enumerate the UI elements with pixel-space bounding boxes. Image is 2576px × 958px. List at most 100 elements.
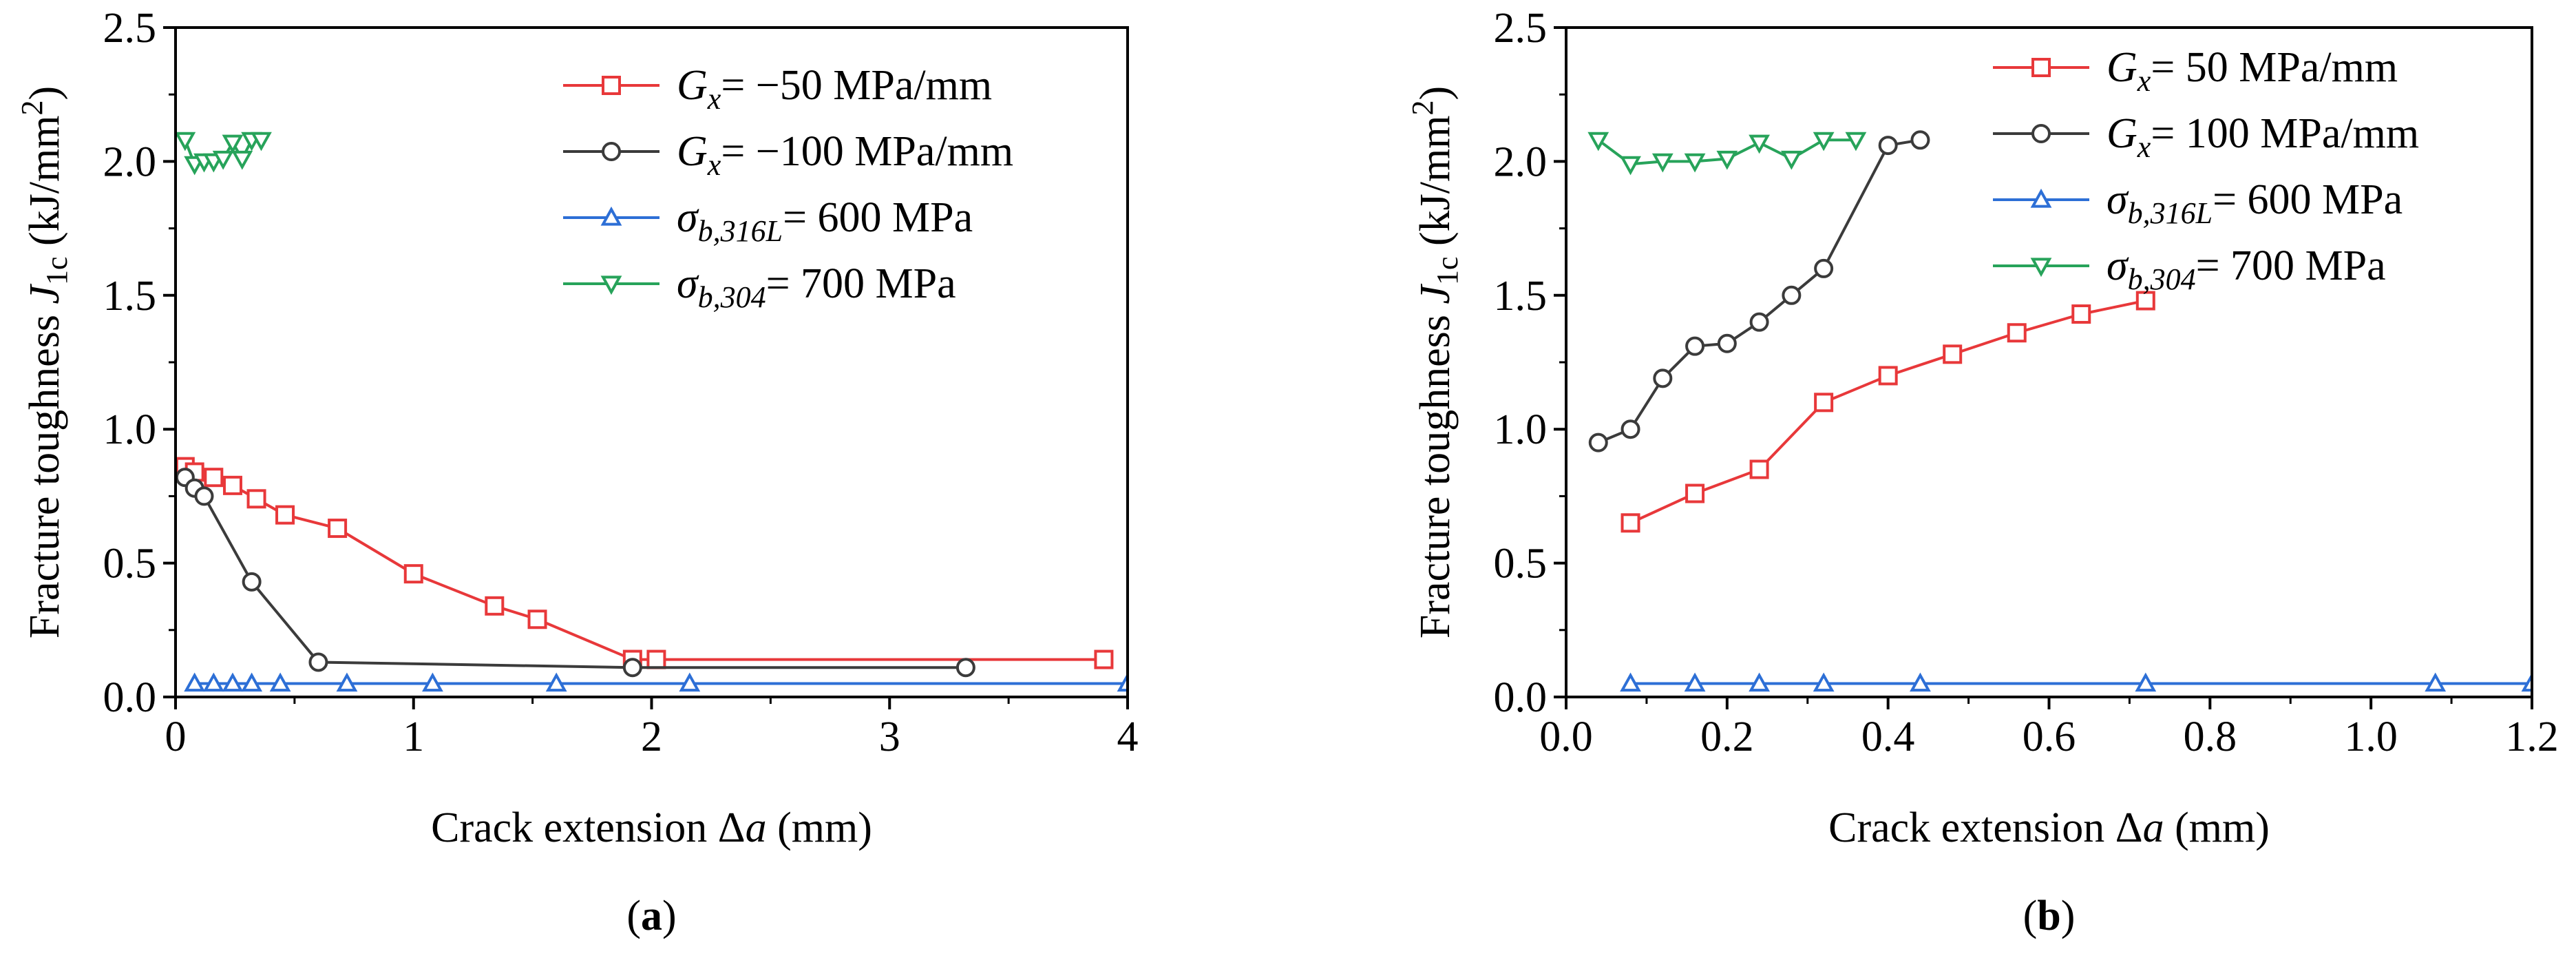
x-tick-label: 4 (1117, 714, 1139, 760)
x-tick-label: 0.4 (1861, 714, 1915, 760)
data-point (1620, 672, 1641, 692)
data-point (176, 132, 196, 152)
data-point (1587, 132, 1609, 152)
data-point (222, 672, 244, 692)
data-point (1749, 134, 1770, 154)
x-axis-label: Crack extension Δa (mm) (1828, 804, 2270, 851)
data-point (212, 150, 234, 170)
series-line-2 (184, 476, 966, 669)
data-point (308, 652, 328, 672)
data-point (1780, 150, 1802, 170)
series-line-2 (1597, 138, 1921, 444)
y-tick-label: 1.0 (103, 406, 157, 453)
y-tick-label: 2.5 (103, 5, 157, 52)
data-point (1651, 153, 1674, 173)
legend-label: Gx= −100 MPa/mm (677, 128, 1013, 182)
data-point (646, 649, 666, 669)
data-point (269, 672, 291, 692)
data-point (1813, 672, 1835, 692)
data-point (328, 519, 348, 539)
x-tick-label: 0 (165, 714, 187, 760)
legend-label: σb,304= 700 MPa (2107, 242, 2386, 296)
data-point (956, 658, 975, 678)
data-point (1684, 153, 1706, 173)
data-point (1685, 336, 1705, 356)
y-tick-label: 0.5 (103, 541, 157, 587)
series-line-1 (1629, 299, 2146, 525)
data-point (222, 475, 242, 495)
data-point (222, 134, 244, 154)
data-point (184, 672, 206, 692)
data-point (246, 489, 266, 509)
chart-panel-a: 0 1 2 3 4 0.0 0.5 1.0 1.5 2.0 2.5 Crack extension Δ… (15, 5, 1139, 939)
y-tick-label: 0.0 (1494, 674, 1548, 721)
data-point (1910, 130, 1930, 150)
data-point (1845, 132, 1867, 152)
y-tick-label: 1.5 (1494, 273, 1548, 320)
y-tick-label: 2.0 (103, 138, 157, 185)
legend-label: σb,316L= 600 MPa (677, 194, 973, 248)
legend-marker (2031, 124, 2051, 143)
legend-label: Gx= −50 MPa/mm (677, 62, 992, 116)
x-tick-label: 0.8 (2184, 714, 2237, 760)
data-point (2521, 672, 2532, 692)
data-point (1684, 672, 1706, 692)
x-tick-label: 1.2 (2505, 714, 2559, 760)
legend: Gx= −50 MPa/mm Gx= −100 MPa/mm σb,316L= 60… (563, 62, 1013, 314)
chart-panel-b: 0.0 0.2 0.4 0.6 0.8 1.0 1.2 0.0 0.5 1.0 1.5 2.0 2.5 C… (1406, 5, 2559, 939)
legend-label: σb,316L= 600 MPa (2107, 176, 2403, 230)
legend-marker (602, 76, 621, 95)
data-point (1620, 156, 1641, 176)
legend-label: Gx= 100 MPa/mm (2107, 110, 2419, 164)
data-point (241, 672, 263, 692)
y-tick-label: 2.0 (1494, 138, 1548, 185)
data-point (1716, 150, 1738, 170)
data-point (251, 132, 272, 152)
y-axis-label: Fracture toughness J1c (kJ/mm2) (1406, 86, 1464, 638)
x-tick-label: 2 (641, 714, 662, 760)
panel-label: (a) (626, 893, 676, 939)
data-point (422, 672, 443, 692)
data-point (485, 596, 505, 616)
plot-area (1587, 130, 2532, 692)
data-point (1588, 433, 1608, 452)
legend-marker (2030, 188, 2052, 208)
data-point (242, 572, 262, 592)
data-point (1782, 285, 1802, 305)
data-point (527, 610, 547, 629)
legend-marker (600, 275, 622, 295)
data-point (1653, 368, 1673, 388)
data-point (679, 672, 701, 692)
data-point (545, 672, 567, 692)
legend-label: Gx= 50 MPa/mm (2107, 44, 2398, 98)
data-point (1717, 333, 1737, 353)
series-line-1 (184, 465, 1104, 661)
data-point (1814, 258, 1834, 278)
y-tick-label: 0.0 (103, 674, 157, 721)
data-point (622, 658, 642, 678)
y-tick-label: 2.5 (1494, 5, 1548, 52)
data-point (1749, 459, 1769, 479)
data-point (2135, 291, 2155, 311)
legend: Gx= 50 MPa/mm Gx= 100 MPa/mm σb,316L= 600 … (1993, 44, 2419, 296)
x-tick-label: 3 (879, 714, 900, 760)
data-point (336, 672, 358, 692)
data-point (1685, 483, 1705, 503)
plot-area (176, 132, 1128, 692)
data-point (1943, 344, 1963, 364)
x-tick-label: 0.0 (1539, 714, 1593, 760)
x-tick-label: 1 (403, 714, 424, 760)
x-axis-label: Crack extension Δa (mm) (431, 804, 872, 851)
data-point (231, 150, 253, 170)
data-point (202, 672, 224, 692)
x-tick-label: 0.6 (2023, 714, 2076, 760)
data-point (2007, 323, 2027, 343)
x-tick-label: 1.0 (2344, 714, 2398, 760)
data-point (1814, 393, 1834, 413)
panel-label: (b) (2023, 893, 2076, 939)
legend-marker (2030, 258, 2052, 278)
data-point (204, 468, 224, 488)
legend-label: σb,304= 700 MPa (677, 260, 956, 314)
y-axis-label: Fracture toughness J1c (kJ/mm2) (15, 86, 74, 638)
